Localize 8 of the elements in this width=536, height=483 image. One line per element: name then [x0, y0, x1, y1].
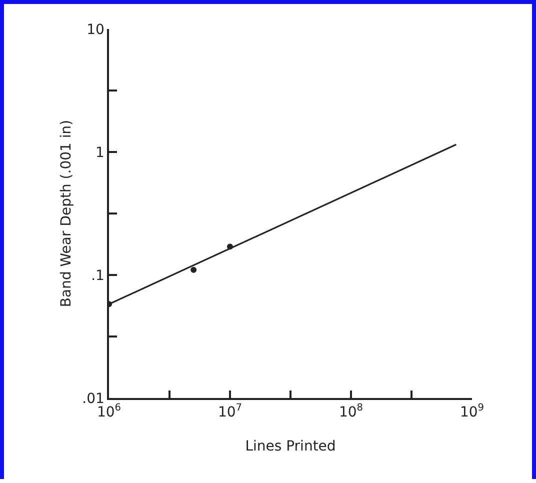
x-tick-label: 10$^{8}$ — [338, 402, 364, 421]
y-axis-title: Band Wear Depth (.001 in) — [58, 120, 74, 308]
y-tick-label: .1 — [91, 268, 104, 284]
x-axis-title: Lines Printed — [245, 438, 336, 454]
y-tick-label: 10 — [86, 22, 104, 38]
y-tick-label: 1 — [96, 144, 104, 161]
x-tick-label: 10$^{9}$ — [460, 402, 484, 421]
x-tick-label: 10$^{7}$ — [218, 402, 242, 421]
